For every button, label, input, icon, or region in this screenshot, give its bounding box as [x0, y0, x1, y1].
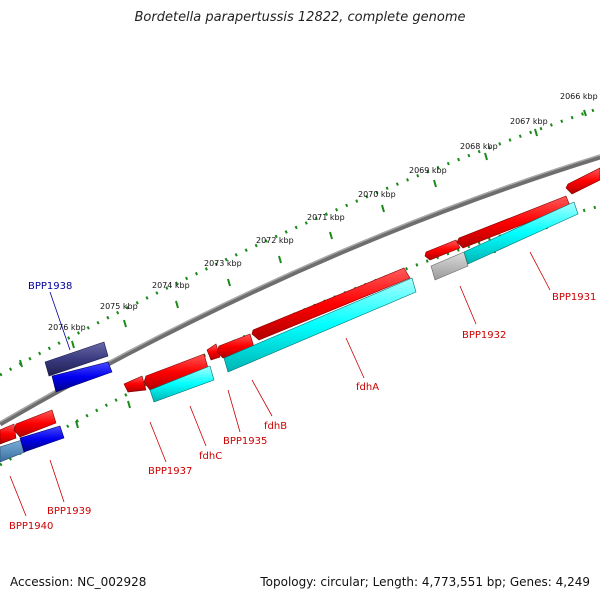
- feature-fdha-match[interactable]: [223, 277, 417, 373]
- kbp-label: 2074 kbp: [152, 281, 190, 290]
- gene-label-bpp1935[interactable]: BPP1935: [223, 436, 267, 447]
- feature-bpp1940-match[interactable]: [0, 439, 26, 463]
- feature-bpp1940-cds[interactable]: [0, 423, 17, 445]
- kbp-scale-labels: 2066 kbp 2067 kbp 2068 kbp 2069 kbp 2070…: [48, 92, 598, 332]
- genome-backbone-highlight: [0, 154, 600, 423]
- kbp-label: 2075 kbp: [100, 302, 138, 311]
- kbp-label: 2070 kbp: [358, 190, 396, 199]
- gene-label-fdhb[interactable]: fdhB: [264, 421, 287, 432]
- kbp-label: 2072 kbp: [256, 236, 294, 245]
- gene-label-fdhc[interactable]: fdhC: [199, 451, 222, 462]
- gene-label-bpp1940[interactable]: BPP1940: [9, 521, 53, 532]
- feature-bpp1938[interactable]: [44, 341, 109, 377]
- kbp-label: 2071 kbp: [307, 213, 345, 222]
- feature-bpp1939-match[interactable]: [19, 425, 65, 453]
- forward-cds-track: [0, 167, 600, 445]
- feature-bpp1931-match[interactable]: [463, 201, 579, 265]
- genome-summary-text: Topology: circular; Length: 4,773,551 bp…: [260, 575, 590, 589]
- genome-backbone: [0, 154, 600, 427]
- gene-label-bpp1937[interactable]: BPP1937: [148, 466, 192, 477]
- feature-fdhc-match[interactable]: [149, 365, 215, 403]
- feature-fdha-cds[interactable]: [251, 267, 411, 341]
- gene-label-bpp1938[interactable]: BPP1938: [28, 281, 72, 292]
- feature-bpp1938-match[interactable]: [51, 361, 113, 393]
- feature-bpp1931-cds[interactable]: [456, 195, 571, 249]
- feature-bpp1935-cds[interactable]: [206, 343, 221, 361]
- feature-bpp1939-cds[interactable]: [13, 409, 57, 438]
- kbp-label: 2073 kbp: [204, 259, 242, 268]
- label-leaders: [9, 251, 551, 517]
- feature-bpp1932-cds[interactable]: [424, 239, 461, 261]
- accession-text: Accession: NC_002928: [10, 575, 147, 589]
- feature-next-cds[interactable]: [565, 167, 600, 195]
- feature-bpp1932-match[interactable]: [430, 251, 469, 281]
- gene-label-fdha[interactable]: fdhA: [356, 382, 379, 393]
- kbp-label: 2068 kbp: [460, 142, 498, 151]
- genome-title: Bordetella parapertussis 12822, complete…: [134, 10, 466, 25]
- kbp-label: 2076 kbp: [48, 323, 86, 332]
- match-track: [0, 201, 579, 463]
- gene-label-bpp1932[interactable]: BPP1932: [462, 330, 506, 341]
- kbp-label: 2069 kbp: [409, 166, 447, 175]
- feature-bpp1937-cds[interactable]: [123, 375, 147, 393]
- gene-label-bpp1931[interactable]: BPP1931: [552, 292, 596, 303]
- gene-labels: BPP1938 BPP1931 BPP1932 fdhA fdhB BPP193…: [9, 281, 596, 532]
- outer-major-ticks: [19, 109, 587, 368]
- gene-label-bpp1939[interactable]: BPP1939: [47, 506, 91, 517]
- kbp-label: 2067 kbp: [510, 117, 548, 126]
- kbp-label: 2066 kbp: [560, 92, 598, 101]
